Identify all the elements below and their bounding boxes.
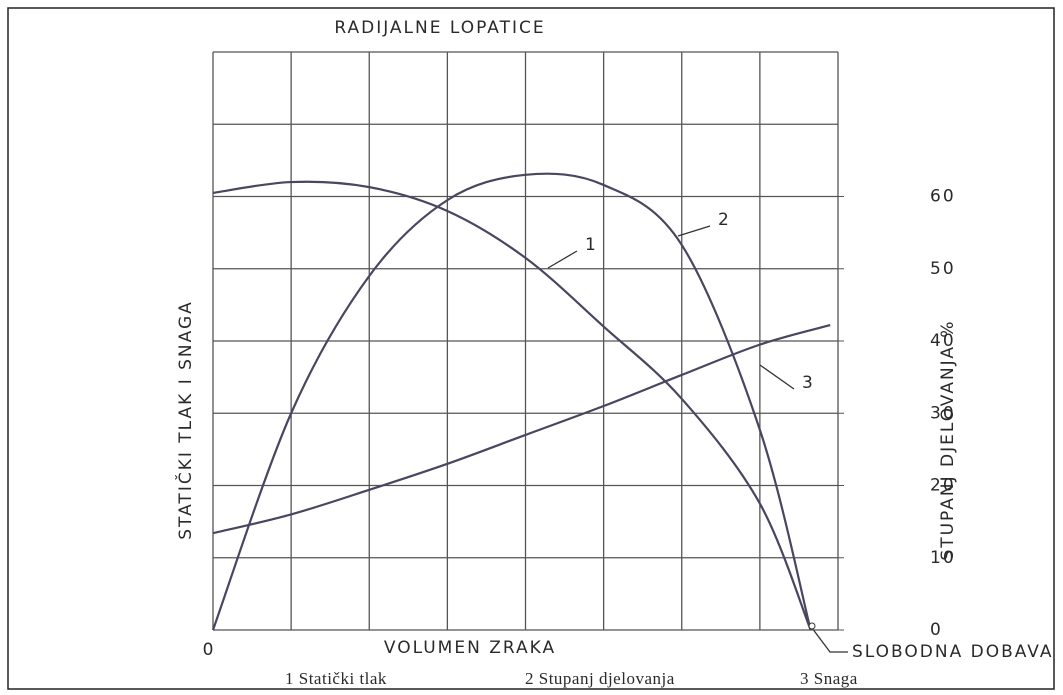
chart-title: RADIJALNE LOPATICE (334, 18, 545, 38)
y-axis-label: STATIČKI TLAK I SNAGA (174, 300, 196, 539)
y2-tick-label: 40 (930, 331, 956, 351)
annotation: SLOBODNA DOBAVA (852, 642, 1053, 662)
legend-entry: 2 Stupanj djelovanja (525, 669, 675, 688)
axis-end (808, 622, 816, 630)
x-tick-label: 0 (203, 640, 216, 660)
curve-label-leader (677, 225, 711, 237)
frame (7, 7, 1055, 690)
curve-label: 1 (585, 235, 598, 255)
legend-entry: 3 Snaga (800, 669, 858, 688)
series-line (212, 324, 831, 535)
y2-axis-label: STUPANJ DJELOVANJA % (938, 319, 958, 560)
series-line (211, 172, 812, 631)
annotation-leader (811, 627, 848, 653)
y2-tick-label: 0 (930, 620, 943, 640)
y2-tick-label: 20 (930, 476, 956, 496)
y2-tick-label: 50 (930, 259, 956, 279)
y2-tick-label: 10 (930, 548, 956, 568)
legend-entry: 1 Statički tlak (285, 669, 387, 688)
x-axis-label: VOLUMEN ZRAKA (384, 638, 556, 658)
curve-label: 3 (802, 373, 815, 393)
curve-label-leader (547, 250, 578, 269)
curve-label: 2 (718, 210, 731, 230)
curve-label-leader (759, 364, 795, 390)
series-line (212, 180, 812, 631)
y2-tick-label: 30 (930, 403, 956, 423)
y2-tick-label: 60 (930, 187, 956, 207)
